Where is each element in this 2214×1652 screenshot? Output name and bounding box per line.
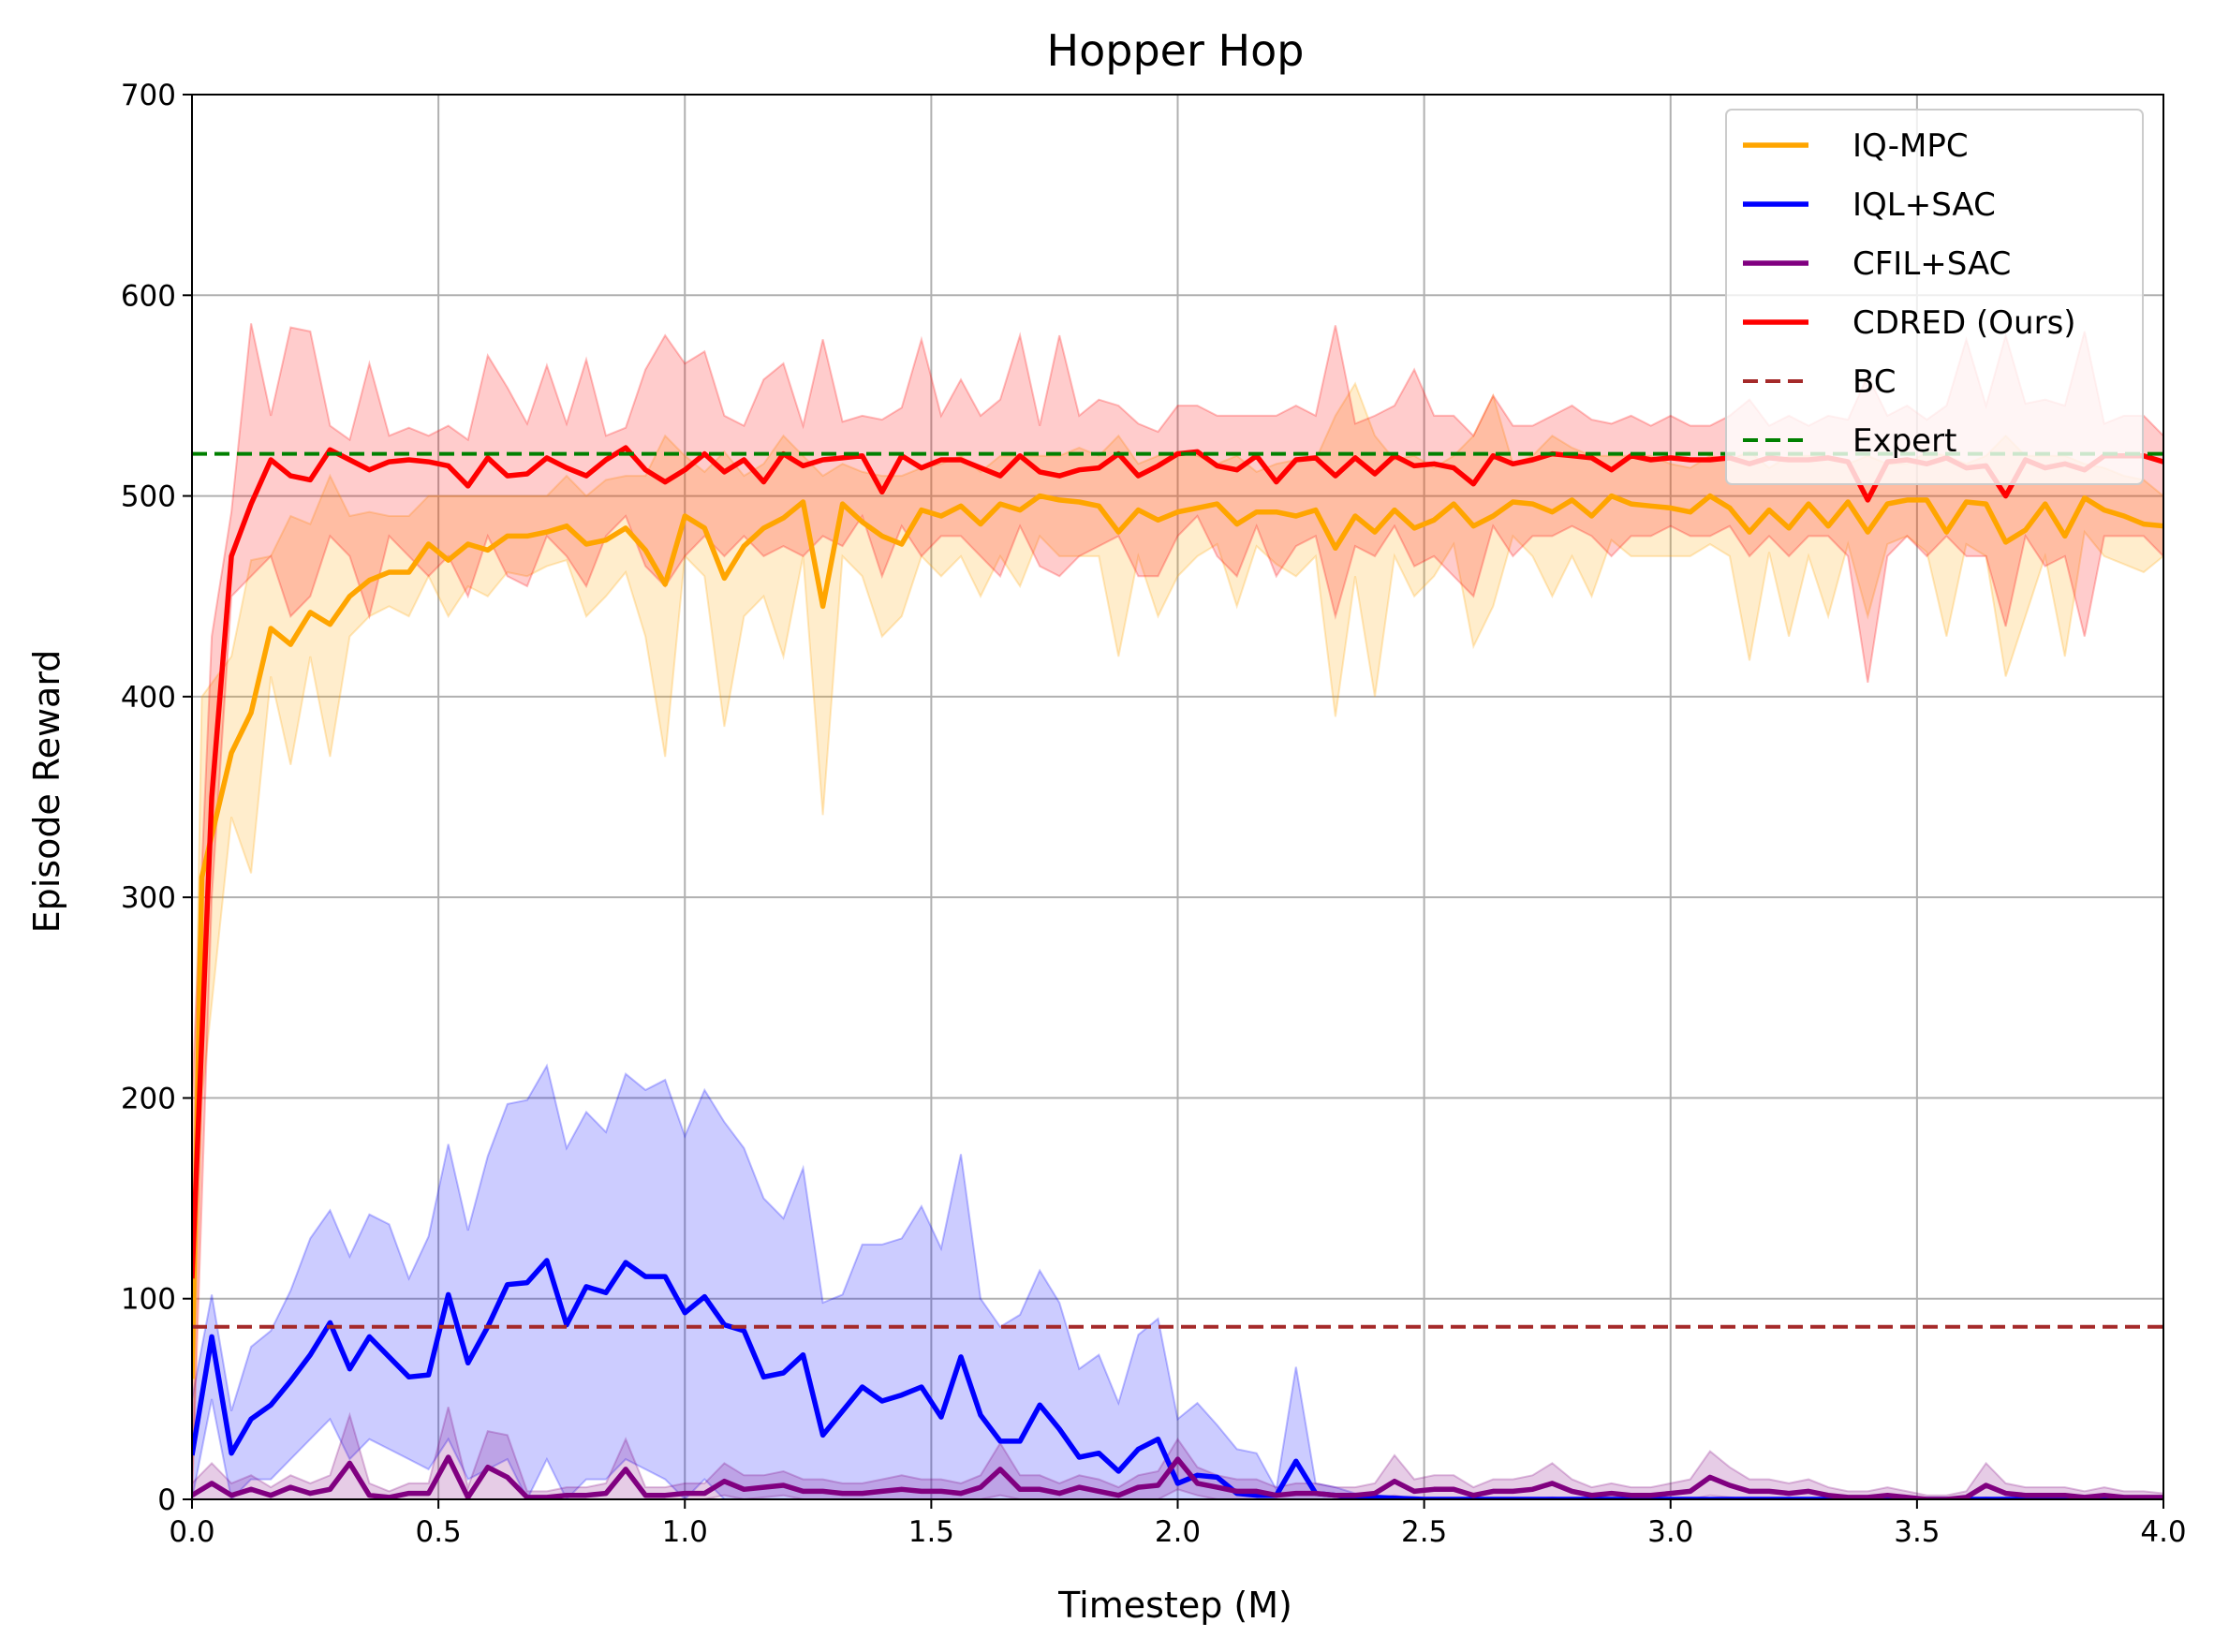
y-tick-label: 400: [121, 681, 176, 715]
cfil-sac-line: [192, 1454, 2163, 1499]
x-tick-label: 3.5: [1894, 1515, 1940, 1549]
iq-mpc-std-band: [192, 381, 2163, 1499]
x-tick-label: 2.0: [1155, 1515, 1201, 1549]
legend-label-cdred-ours: CDRED (Ours): [1852, 304, 2076, 342]
y-axis-ticks: 0 100 200 300 400 500 600 700: [121, 79, 192, 1517]
y-tick-label: 500: [121, 480, 176, 514]
y-tick-label: 200: [121, 1082, 176, 1115]
y-tick-label: 100: [121, 1283, 176, 1317]
cfil-sac-std-band: [192, 1407, 2163, 1499]
chart-title: Hopper Hop: [1047, 25, 1305, 76]
iql-sac-std-band: [192, 1063, 2163, 1499]
x-tick-label: 1.5: [908, 1515, 954, 1549]
y-tick-label: 0: [157, 1483, 176, 1517]
y-tick-label: 300: [121, 881, 176, 915]
legend-label-iq-mpc: IQ-MPC: [1852, 127, 1969, 165]
y-tick-label: 700: [121, 79, 176, 112]
x-axis-label: Timestep (M): [1057, 1585, 1292, 1626]
legend-label-cfil-sac: CFIL+SAC: [1852, 245, 2011, 283]
x-tick-label: 0.5: [415, 1515, 461, 1549]
x-tick-label: 0.0: [169, 1515, 214, 1549]
x-axis-ticks: 0.0 0.5 1.0 1.5 2.0 2.5 3.0 3.5 4.0: [169, 1499, 2187, 1549]
legend-label-bc: BC: [1852, 363, 1896, 401]
y-tick-label: 600: [121, 279, 176, 313]
iq-mpc-line: [192, 493, 2163, 1379]
legend-label-iql-sac: IQL+SAC: [1852, 186, 1996, 224]
legend: IQ-MPC IQL+SAC CFIL+SAC CDRED (Ours) BC Exper…: [1725, 109, 2144, 485]
legend-label-expert: Expert: [1852, 422, 1956, 460]
x-tick-label: 2.5: [1401, 1515, 1447, 1549]
x-tick-label: 3.0: [1647, 1515, 1693, 1549]
x-tick-label: 4.0: [2140, 1515, 2186, 1549]
x-tick-label: 1.0: [662, 1515, 708, 1549]
legend-box: [1725, 109, 2144, 485]
y-axis-label: Episode Reward: [26, 650, 67, 934]
